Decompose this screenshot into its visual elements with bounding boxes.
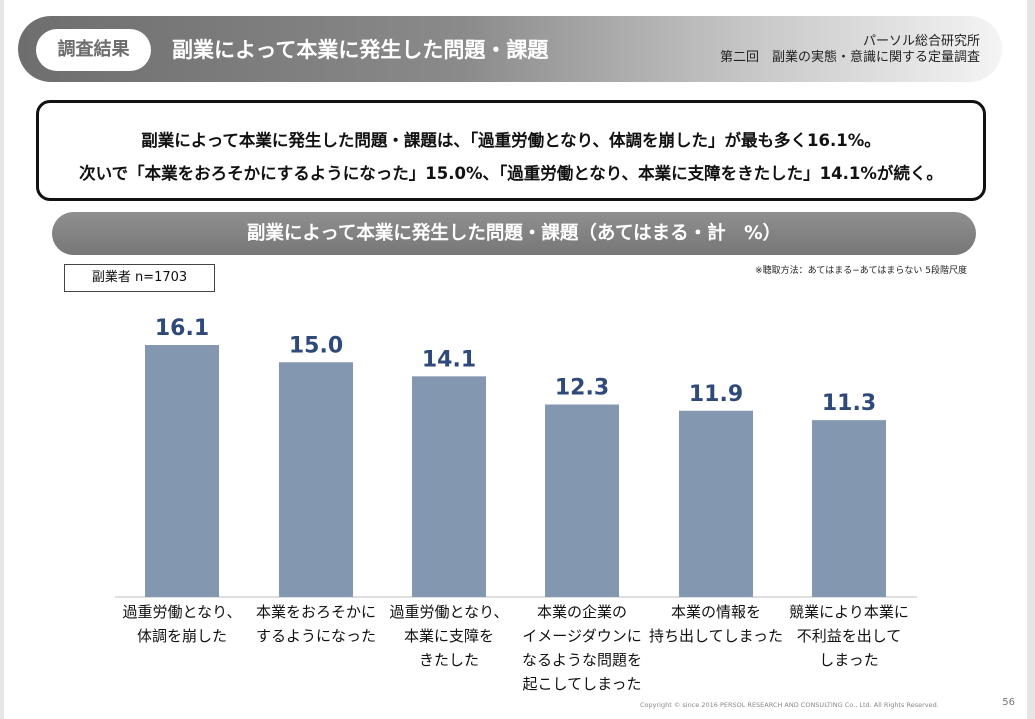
copyright: Copyright © since 2016 PERSOL RESEARCH A… — [640, 701, 939, 709]
x-tick-label-line: 起こしてしまった — [522, 675, 642, 693]
bar-2 — [279, 362, 353, 597]
chart-title-bar: 副業によって本業に発生した問題・課題（あてはまる・計 %） — [52, 212, 976, 255]
survey-name: 第二回 副業の実態・意識に関する定量調査 — [719, 50, 980, 65]
x-tick-label-6: 競業により本業に 不利益を出して しまった — [780, 600, 918, 672]
summary-line-1: 副業によって本業に発生した問題・課題は、「過重労働となり、体調を崩した」が最も多… — [141, 131, 881, 150]
summary-line-2: 次いで「本業をおろそかにするようになった」15.0%、「過重労働となり、本業に支… — [79, 164, 943, 183]
x-tick-label-3: 過重労働となり、 本業に支障を きたした — [380, 600, 518, 672]
x-tick-label-line: 本業をおろそかに — [255, 603, 376, 621]
x-tick-label-2: 本業をおろそかに するようになった — [247, 600, 385, 648]
slide-frame-right — [1027, 0, 1035, 719]
organization-name: パーソル総合研究所 — [862, 34, 980, 49]
section-tag: 調査結果 — [36, 29, 151, 71]
page-title: 副業によって本業に発生した問題・課題 — [172, 38, 549, 62]
x-tick-label-line: 本業の情報を — [670, 603, 761, 621]
bar-1 — [145, 345, 219, 597]
x-tick-label-line: きたした — [418, 651, 479, 669]
chart-title: 副業によって本業に発生した問題・課題（あてはまる・計 %） — [246, 223, 782, 244]
x-tick-label-line: するようになった — [255, 627, 376, 645]
bar-3 — [412, 376, 486, 597]
x-tick-label-5: 本業の情報を持ち出してしまった — [647, 600, 785, 648]
bar-5 — [679, 410, 753, 597]
summary-box: 副業によって本業に発生した問題・課題は、「過重労働となり、体調を崩した」が最も多… — [36, 100, 986, 201]
header-bar — [18, 16, 1002, 82]
page-number: 56 — [1002, 697, 1015, 708]
x-tick-label-4: 本業の企業の イメージダウンに なるような問題を 起こしてしまった — [513, 600, 651, 696]
x-tick-label-1: 過重労働となり、 体調を崩した — [113, 600, 251, 648]
data-label-3: 14.1 — [422, 347, 476, 372]
data-label-6: 11.3 — [822, 391, 876, 416]
x-tick-label-line: 過重労働となり、 — [122, 603, 242, 621]
data-label-2: 15.0 — [289, 333, 343, 358]
x-tick-label-line: 本業に支障を — [403, 627, 494, 645]
x-tick-label-line: 体調を崩した — [136, 627, 227, 645]
data-label-4: 12.3 — [555, 376, 609, 401]
x-tick-label-line: 本業の企業の — [536, 603, 627, 621]
x-tick-label-line: 過重労働となり、 — [389, 603, 509, 621]
respondent-count: 副業者 n=1703 — [64, 264, 215, 292]
bar-4 — [545, 404, 619, 597]
x-tick-label-line: 持ち出してしまった — [649, 627, 783, 645]
x-tick-label-line: しまった — [819, 651, 879, 669]
data-label-5: 11.9 — [689, 382, 743, 407]
x-tick-label-line: 競業により本業に — [789, 603, 909, 621]
data-label-1: 16.1 — [155, 316, 209, 341]
method-note: ※聴取方法：あてはまる−あてはまらない 5段階尺度 — [755, 266, 967, 276]
slide-frame-left — [0, 0, 4, 719]
x-tick-label-line: 不利益を出して — [796, 627, 902, 645]
bar-6 — [812, 420, 886, 597]
x-tick-label-line: なるような問題を — [521, 651, 642, 669]
x-tick-label-line: イメージダウンに — [522, 627, 642, 645]
